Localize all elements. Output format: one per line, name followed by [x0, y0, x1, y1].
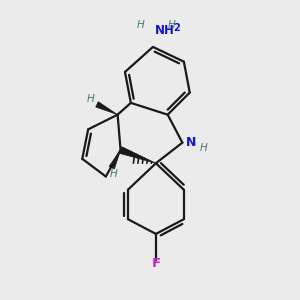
Text: H: H [167, 20, 175, 30]
Text: H: H [110, 169, 118, 179]
Text: H: H [200, 143, 208, 153]
Polygon shape [96, 102, 118, 115]
Text: H: H [87, 94, 94, 104]
Text: F: F [151, 257, 160, 271]
Text: 2: 2 [174, 23, 180, 33]
Text: NH: NH [155, 24, 175, 37]
Text: N: N [186, 136, 196, 149]
Polygon shape [119, 147, 156, 163]
Text: H: H [137, 20, 145, 30]
Polygon shape [109, 150, 121, 169]
